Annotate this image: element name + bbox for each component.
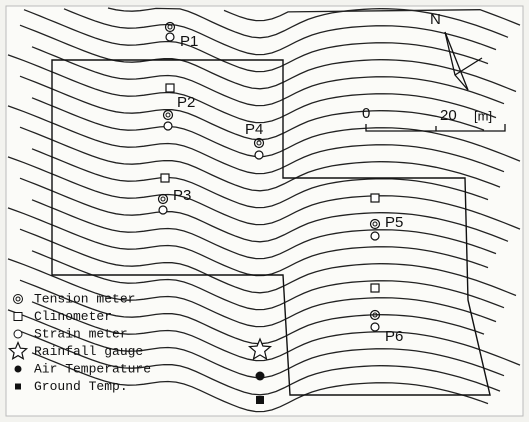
contour-line [7,105,505,175]
contour-line [7,207,489,277]
tension-meter-inner [372,312,378,318]
tension-meter-inner [167,24,173,30]
scale-zero: 0 [362,105,370,122]
legend-clinometer [13,312,23,321]
contour-line [63,8,497,56]
legend-tension-inner [15,296,21,302]
strain-meter [165,32,175,42]
clinometer [370,283,380,293]
scale-length: 20 [440,107,457,124]
contour-line [31,148,489,209]
air-temperature [255,371,265,381]
strain-meter [254,150,264,160]
point-label: P1 [180,33,198,50]
legend-label: Tension meter [34,291,135,306]
tension-meter [162,109,174,121]
contour-line [31,352,489,413]
point-label: P3 [173,187,191,204]
point-label: P6 [385,328,403,345]
point-label: P4 [245,121,263,138]
contour-line [31,199,497,260]
point-label: P2 [177,94,195,111]
contour-line [7,258,497,328]
legend-label: Clinometer [34,309,112,324]
site-boundary [51,59,491,396]
scale-line [365,124,506,132]
contour-line [19,75,485,141]
contour-line [23,9,489,73]
point-label: P5 [385,214,403,231]
contour-line [7,54,497,124]
tension-meter [369,218,381,230]
legend-tension [13,294,23,304]
strain-meter [370,231,380,241]
contour-line [19,279,485,345]
contour-line [223,9,521,26]
rainfall-gauge [7,340,29,361]
contour-line [19,24,517,93]
legend-ground-temp [15,383,21,390]
scale-unit: [m] [474,108,492,123]
strain-meter [158,205,168,215]
legend-air-temp [14,365,22,373]
north-arrow-line [444,31,469,91]
north-arrow-bar [454,57,483,76]
strain-meter [163,121,173,131]
ground-temp [256,396,264,404]
tension-meter-inner [165,112,171,118]
rainfall-gauge [247,337,273,361]
legend: Tension meter Clinometer Strain meter Rainf… [7,291,151,394]
contour-line [19,228,517,297]
contour-line [19,126,501,192]
contour-line [19,177,509,243]
north-arrow: N [430,11,483,91]
tension-meter [253,137,265,149]
contour-line [31,46,505,107]
clinometer [370,193,380,203]
legend-label: Ground Temp. [34,379,128,394]
tension-meter [157,193,169,205]
legend-label: Rainfall gauge [34,344,143,359]
instruments: P1 P2 P3 P4 P5 P6 [157,21,403,404]
tension-meter [164,21,176,33]
contour-line [107,7,509,39]
clinometer [160,173,170,183]
contour-line [31,250,505,311]
tension-meter-inner [256,140,262,146]
contour-line [31,97,521,162]
legend-label: Strain meter [34,326,128,341]
tension-meter-inner [372,221,378,227]
scale-bar: 0 20 [m] [362,105,506,132]
contour-line [19,330,501,396]
north-label: N [430,11,441,28]
tension-meter-inner [160,196,166,202]
tension-meter [369,309,381,321]
strain-meter [370,322,380,332]
contour-line [7,156,521,230]
legend-strain [13,329,23,339]
legend-label: Air Temperature [34,361,151,376]
clinometer [165,83,175,93]
contour-line [31,301,521,366]
